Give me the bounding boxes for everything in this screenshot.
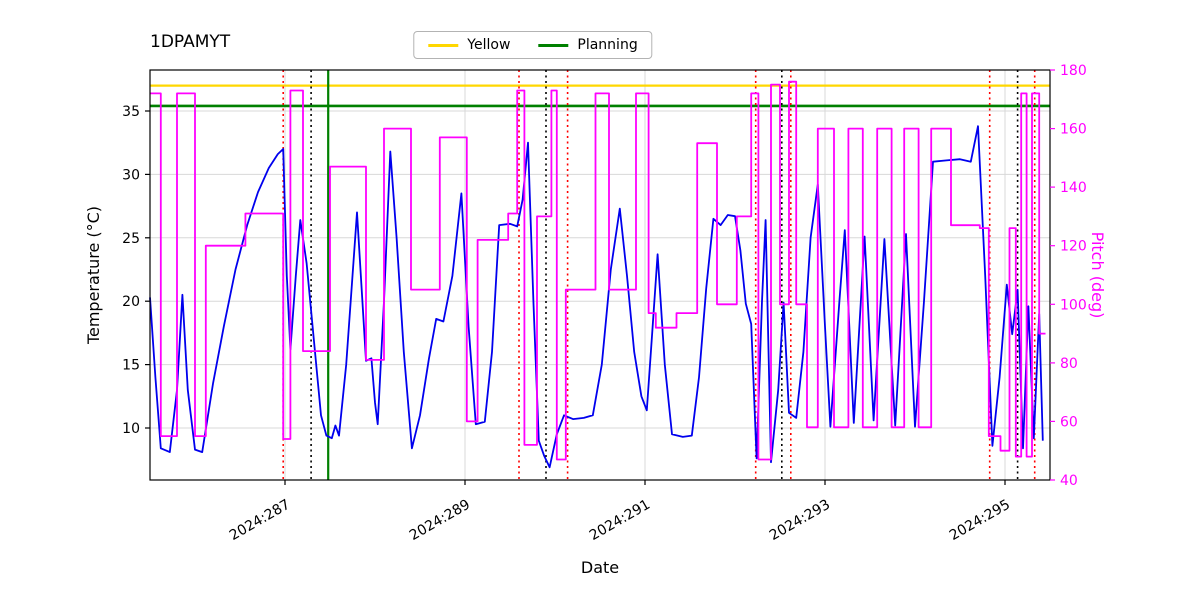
limit-lines (150, 84, 1050, 108)
y-left-tick-label: 20 (122, 294, 140, 310)
plot-border (149, 69, 1051, 481)
temperature-line (149, 125, 1044, 469)
y-right-tick-label: 80 (1060, 356, 1078, 372)
y-axis-label-right: Pitch (deg) (1088, 231, 1107, 319)
y-right-tick-label: 60 (1060, 414, 1078, 430)
y-right-tick-label: 140 (1060, 180, 1087, 196)
x-tick-label: 2024:293 (767, 497, 833, 544)
x-tick-label: 2024:291 (587, 497, 653, 544)
y-axis-label-left: Temperature (°C) (84, 205, 103, 345)
grid (150, 70, 1050, 480)
x-tick-label: 2024:289 (407, 497, 473, 544)
axis-ticks: 2024:287 2024:289 2024:291 2024:293 2024:295… (122, 63, 1087, 544)
y-right-tick-label: 180 (1060, 63, 1087, 79)
y-right-tick-label: 100 (1060, 297, 1087, 313)
y-left-tick-label: 25 (122, 231, 140, 247)
legend-item-yellow: Yellow (428, 37, 510, 53)
y-left-tick-label: 10 (122, 421, 140, 437)
x-tick-label: 2024:287 (227, 497, 293, 544)
y-left-tick-label: 35 (122, 104, 140, 120)
chart-title: 1DPAMYT (150, 32, 231, 52)
x-tick-label: 2024:295 (947, 497, 1013, 544)
y-right-tick-label: 40 (1060, 473, 1078, 489)
pitch-line (150, 80, 1046, 461)
y-right-tick-label: 160 (1060, 122, 1087, 138)
legend-label-planning: Planning (577, 37, 638, 53)
planning-line-swatch (538, 43, 569, 47)
y-left-tick-label: 15 (122, 358, 140, 374)
legend: Yellow Planning (413, 31, 653, 59)
y-right-tick-label: 120 (1060, 239, 1087, 255)
legend-item-planning: Planning (538, 37, 638, 53)
x-axis-label: Date (580, 558, 620, 577)
yellow-line-swatch (428, 43, 459, 47)
y-left-tick-label: 30 (122, 167, 140, 183)
legend-label-yellow: Yellow (467, 37, 511, 53)
